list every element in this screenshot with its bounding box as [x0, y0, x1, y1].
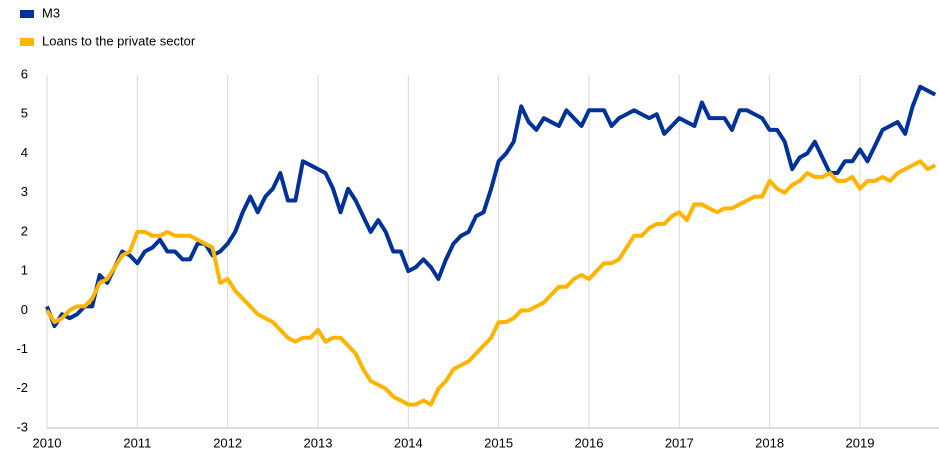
legend-swatch	[20, 38, 34, 46]
legend-label: Loans to the private sector	[42, 33, 196, 48]
legend-label: M3	[42, 5, 60, 20]
y-tick-label: -2	[16, 380, 28, 395]
x-tick-label: 2018	[755, 435, 784, 450]
x-tick-label: 2013	[304, 435, 333, 450]
y-tick-label: 3	[21, 184, 28, 199]
x-tick-label: 2015	[484, 435, 513, 450]
x-tick-label: 2012	[213, 435, 242, 450]
y-tick-label: 2	[21, 223, 28, 238]
y-tick-label: 5	[21, 106, 28, 121]
x-tick-label: 2017	[665, 435, 694, 450]
y-tick-label: 4	[21, 145, 28, 160]
y-tick-label: -1	[16, 341, 28, 356]
series-line	[45, 84, 937, 329]
y-tick-label: -3	[16, 419, 28, 434]
y-tick-label: 6	[21, 66, 28, 81]
y-tick-label: 1	[21, 263, 28, 278]
series-line	[45, 159, 937, 407]
y-tick-label: 0	[21, 302, 28, 317]
x-tick-label: 2011	[123, 435, 151, 450]
legend-swatch	[20, 10, 34, 18]
x-tick-label: 2016	[575, 435, 604, 450]
x-tick-label: 2019	[846, 435, 875, 450]
x-tick-label: 2010	[33, 435, 62, 450]
x-tick-label: 2014	[394, 435, 423, 450]
